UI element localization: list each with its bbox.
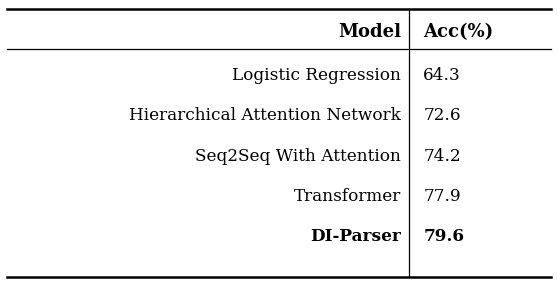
Text: 72.6: 72.6 — [424, 107, 461, 124]
Text: 74.2: 74.2 — [424, 148, 461, 165]
Text: 64.3: 64.3 — [424, 67, 461, 84]
Text: Transformer: Transformer — [294, 188, 401, 205]
Text: Acc(%): Acc(%) — [424, 23, 494, 41]
Text: Seq2Seq With Attention: Seq2Seq With Attention — [195, 148, 401, 165]
Text: Logistic Regression: Logistic Regression — [232, 67, 401, 84]
Text: DI-Parser: DI-Parser — [310, 228, 401, 245]
Text: 79.6: 79.6 — [424, 228, 464, 245]
Text: Hierarchical Attention Network: Hierarchical Attention Network — [129, 107, 401, 124]
Text: Model: Model — [338, 23, 401, 41]
Text: 77.9: 77.9 — [424, 188, 461, 205]
